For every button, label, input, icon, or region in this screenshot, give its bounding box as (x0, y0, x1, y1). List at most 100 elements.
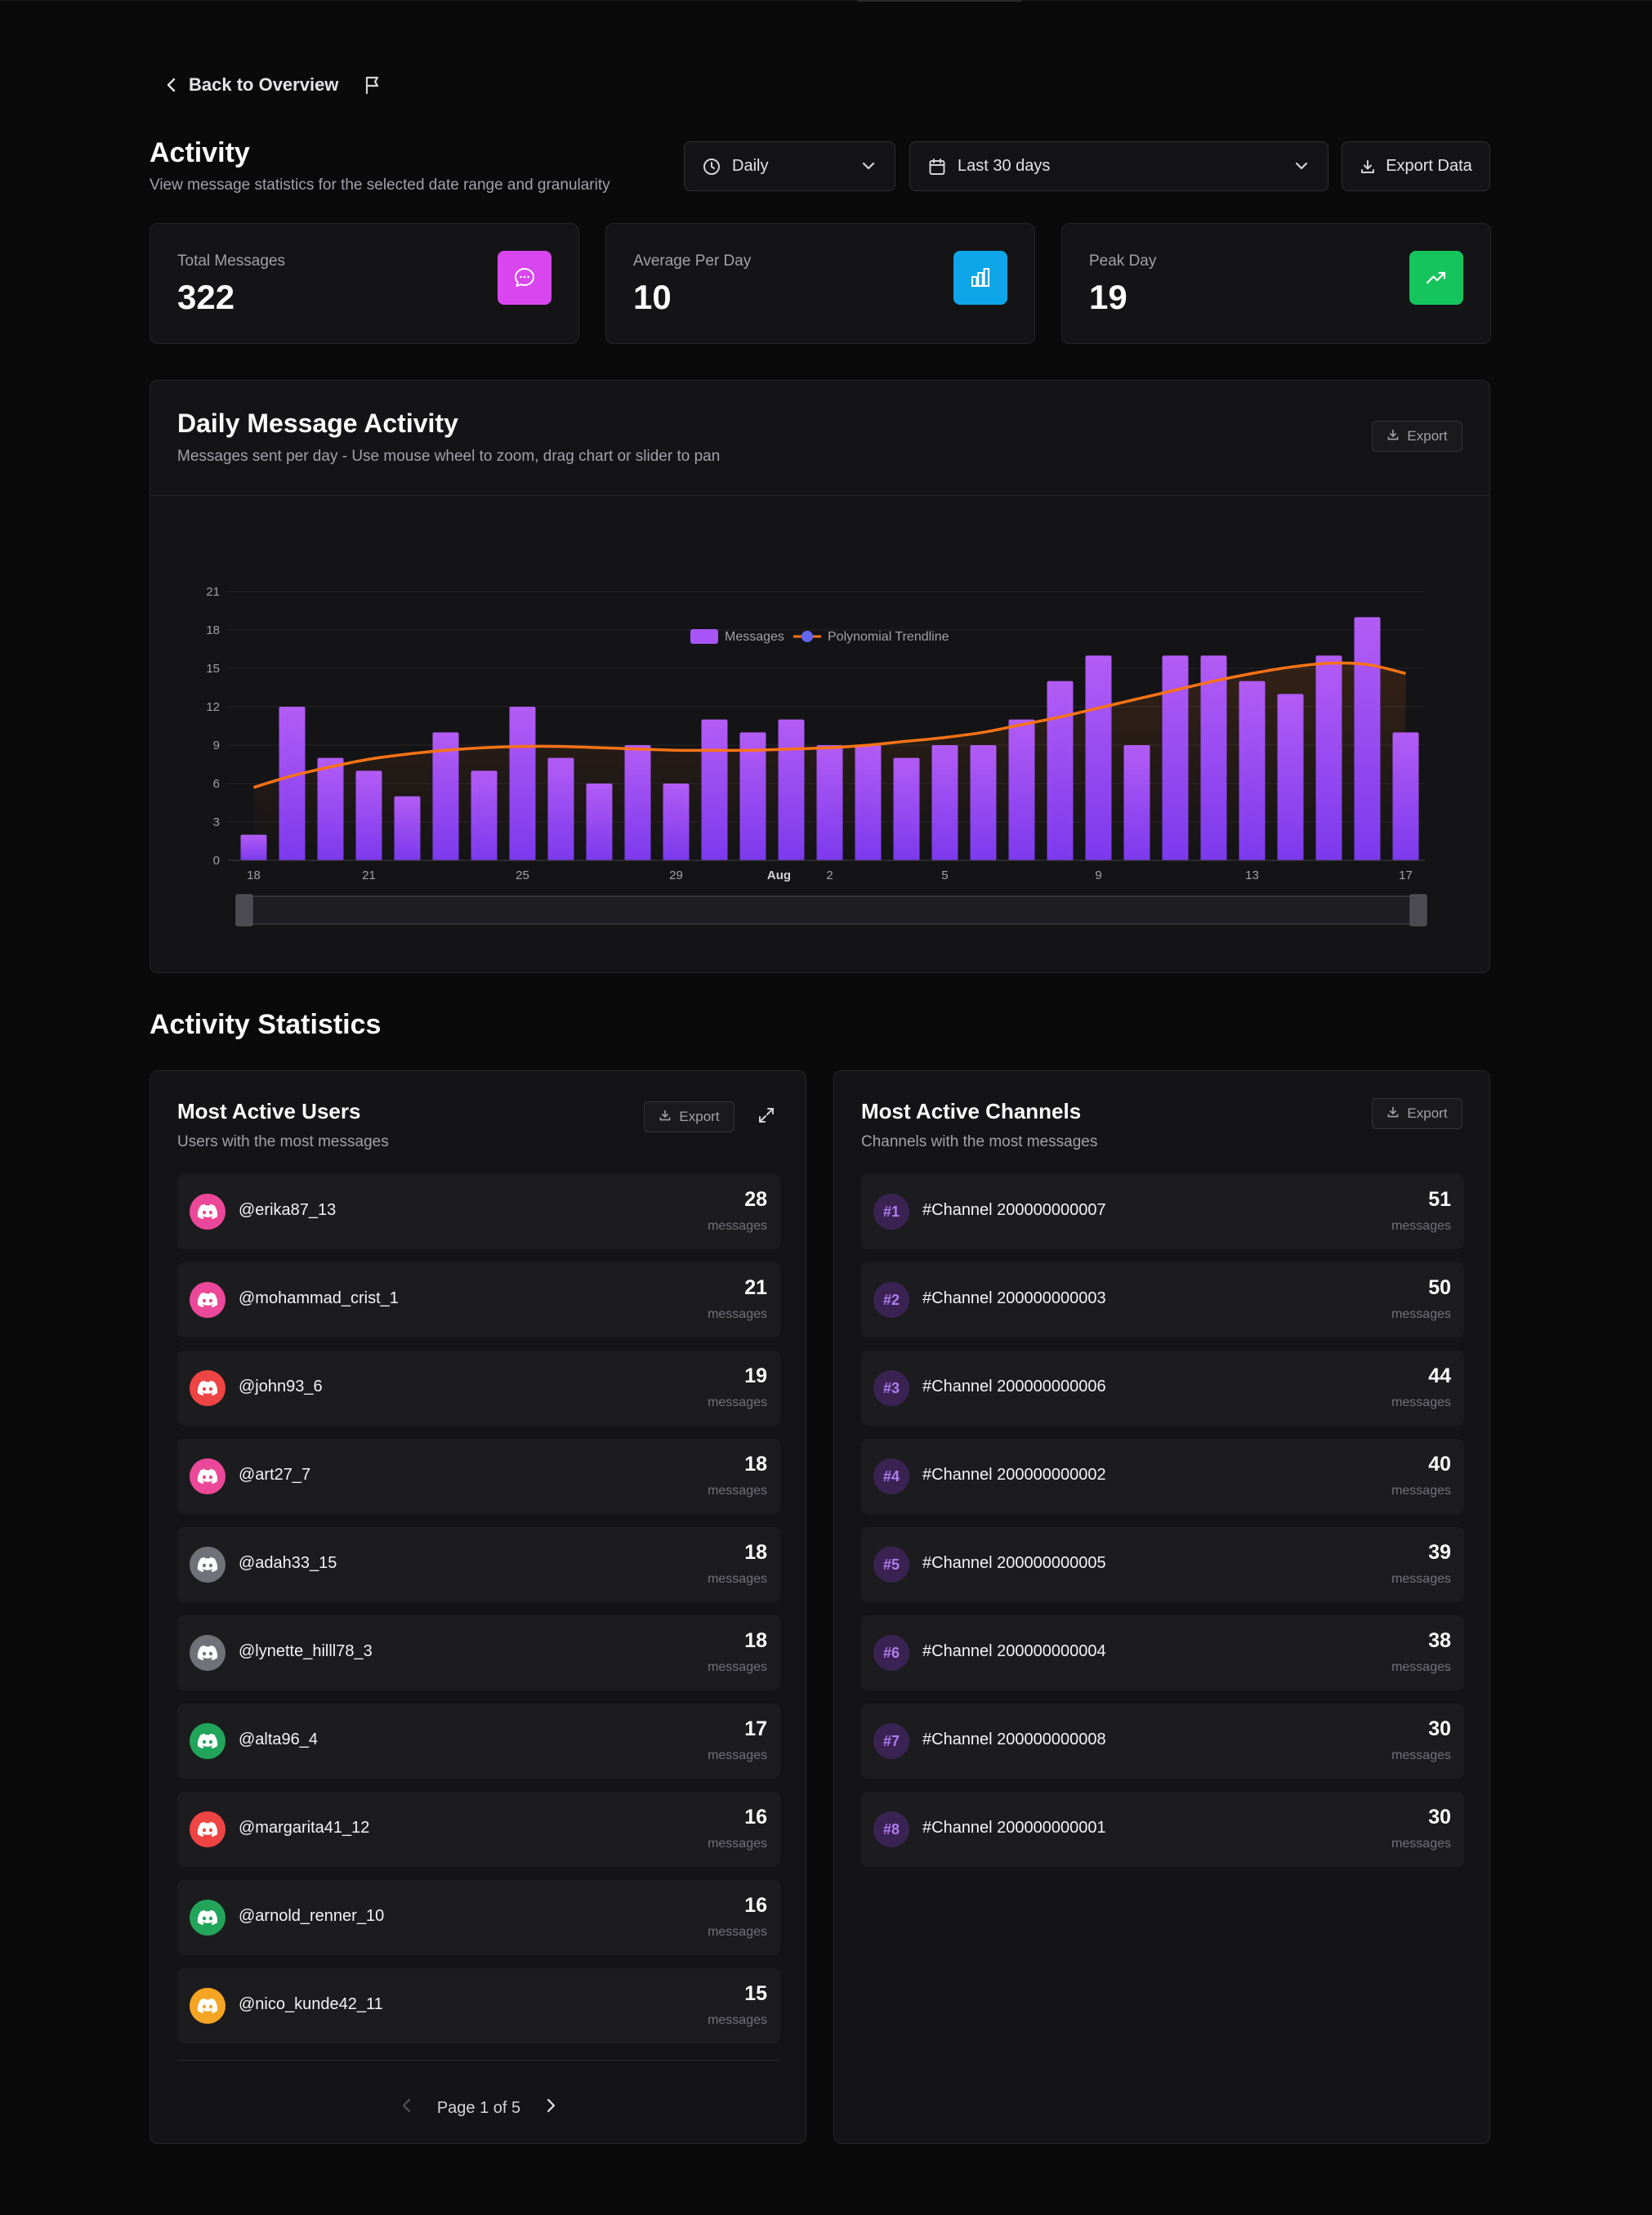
legend-trendline-marker (801, 631, 813, 642)
bar-3 (855, 745, 882, 860)
date-range-select[interactable]: Last 30 days (909, 141, 1328, 191)
zoom-slider-track (235, 895, 1427, 925)
list-item[interactable]: @erika87_13 28 messages (177, 1174, 780, 1249)
prev-page-button[interactable] (395, 2096, 419, 2120)
user-name: @lynette_hilll78_3 (239, 1642, 373, 1660)
divider (150, 495, 1489, 496)
list-item[interactable]: #2 #Channel 200000000003 50 messages (861, 1262, 1464, 1337)
bar-16 (1354, 617, 1381, 860)
list-item[interactable]: #1 #Channel 200000000007 51 messages (861, 1174, 1464, 1249)
message-count: 16 (744, 1894, 767, 1917)
page-title: Activity (150, 137, 250, 168)
rank-badge: #5 (873, 1547, 909, 1583)
download-icon (1360, 159, 1376, 175)
stat-value: 10 (633, 278, 672, 316)
list-item[interactable]: #7 #Channel 200000000008 30 messages (861, 1704, 1464, 1779)
list-item[interactable]: @adah33_15 18 messages (177, 1527, 780, 1602)
flag-button[interactable] (359, 72, 386, 98)
discord-icon (190, 1547, 225, 1583)
bar-27 (586, 784, 613, 860)
message-count: 18 (744, 1541, 767, 1564)
users-export-button[interactable]: Export (644, 1101, 734, 1132)
message-count: 18 (744, 1453, 767, 1476)
page-indicator: Page 1 of 5 (436, 2098, 521, 2117)
y-tick-label: 3 (213, 815, 220, 829)
list-item[interactable]: @alta96_4 17 messages (177, 1704, 780, 1779)
y-tick-label: 12 (206, 700, 220, 714)
x-tick-label: 5 (941, 869, 948, 882)
list-item[interactable]: @nico_kunde42_11 15 messages (177, 1968, 780, 2043)
list-item[interactable]: #5 #Channel 200000000005 39 messages (861, 1527, 1464, 1602)
bar-29 (663, 784, 690, 860)
granularity-value: Daily (732, 157, 769, 175)
page-subtitle: View message statistics for the selected… (150, 176, 610, 194)
next-page-button[interactable] (538, 2096, 563, 2120)
user-name: @arnold_renner_10 (239, 1907, 385, 1925)
x-tick-label: 17 (1399, 869, 1413, 882)
bar-31 (739, 732, 766, 860)
rank-badge: #2 (873, 1282, 909, 1318)
zoom-slider-end-handle[interactable] (1409, 894, 1427, 927)
channels-export-button[interactable]: Export (1372, 1098, 1462, 1129)
message-count: 28 (744, 1188, 767, 1211)
download-icon (1386, 1105, 1400, 1123)
count-unit: messages (1391, 1660, 1451, 1674)
stat-label: Peak Day (1089, 252, 1157, 270)
count-unit: messages (708, 1660, 767, 1674)
y-tick-label: 9 (213, 739, 220, 752)
bar-24 (471, 770, 498, 860)
y-tick-label: 21 (206, 585, 220, 599)
bar-26 (547, 757, 574, 860)
bar-6 (970, 745, 997, 860)
list-item[interactable]: @lynette_hilll78_3 18 messages (177, 1615, 780, 1690)
back-to-overview-link[interactable]: Back to Overview (166, 74, 338, 96)
divider (177, 2060, 780, 2061)
list-item[interactable]: #4 #Channel 200000000002 40 messages (861, 1439, 1464, 1514)
rank-badge: #8 (873, 1811, 909, 1847)
chevron-down-icon (1293, 158, 1310, 174)
list-item[interactable]: #3 #Channel 200000000006 44 messages (861, 1351, 1464, 1426)
count-unit: messages (708, 1484, 767, 1498)
message-count: 17 (744, 1717, 767, 1740)
list-item[interactable]: @arnold_renner_10 16 messages (177, 1880, 780, 1955)
user-name: @john93_6 (239, 1378, 323, 1396)
chart-export-button[interactable]: Export (1372, 421, 1462, 452)
user-name: @margarita41_12 (239, 1819, 370, 1837)
list-item[interactable]: #8 #Channel 200000000001 30 messages (861, 1792, 1464, 1867)
expand-button[interactable] (754, 1105, 779, 1129)
channels-export-label: Export (1407, 1105, 1448, 1121)
y-tick-label: 18 (206, 623, 220, 637)
calendar-icon (928, 158, 946, 176)
count-unit: messages (1391, 1837, 1451, 1851)
discord-icon (190, 1194, 225, 1230)
export-data-button[interactable]: Export Data (1342, 141, 1490, 191)
message-count: 40 (1428, 1453, 1451, 1476)
stat-card-peak-day: Peak Day 19 (1061, 223, 1491, 344)
channel-name: #Channel 200000000007 (922, 1201, 1106, 1219)
list-item[interactable]: @margarita41_12 16 messages (177, 1792, 780, 1867)
y-tick-label: 15 (206, 662, 220, 676)
rank-badge: #7 (873, 1723, 909, 1759)
y-tick-label: 0 (213, 854, 220, 868)
bar-2 (816, 745, 843, 860)
list-item[interactable]: @art27_7 18 messages (177, 1439, 780, 1514)
channel-name: #Channel 200000000008 (922, 1730, 1106, 1748)
granularity-select[interactable]: Daily (684, 141, 895, 191)
zoom-slider-start-handle[interactable] (235, 894, 253, 927)
x-tick-label: 9 (1095, 869, 1101, 882)
daily-activity-chart-card: Daily Message Activity Messages sent per… (150, 380, 1490, 973)
discord-icon (190, 1988, 225, 2024)
message-count: 18 (744, 1629, 767, 1652)
list-item[interactable]: @mohammad_crist_1 21 messages (177, 1262, 780, 1337)
bar-12 (1200, 655, 1227, 860)
pagination: Page 1 of 5 (150, 2096, 807, 2120)
users-export-label: Export (679, 1109, 720, 1124)
chevron-left-icon (401, 2097, 413, 2119)
message-count: 15 (744, 1982, 767, 2005)
bar-20 (317, 757, 344, 860)
list-item[interactable]: #6 #Channel 200000000004 38 messages (861, 1615, 1464, 1690)
list-item[interactable]: @john93_6 19 messages (177, 1351, 780, 1426)
count-unit: messages (708, 1572, 767, 1586)
message-count: 50 (1428, 1276, 1451, 1299)
